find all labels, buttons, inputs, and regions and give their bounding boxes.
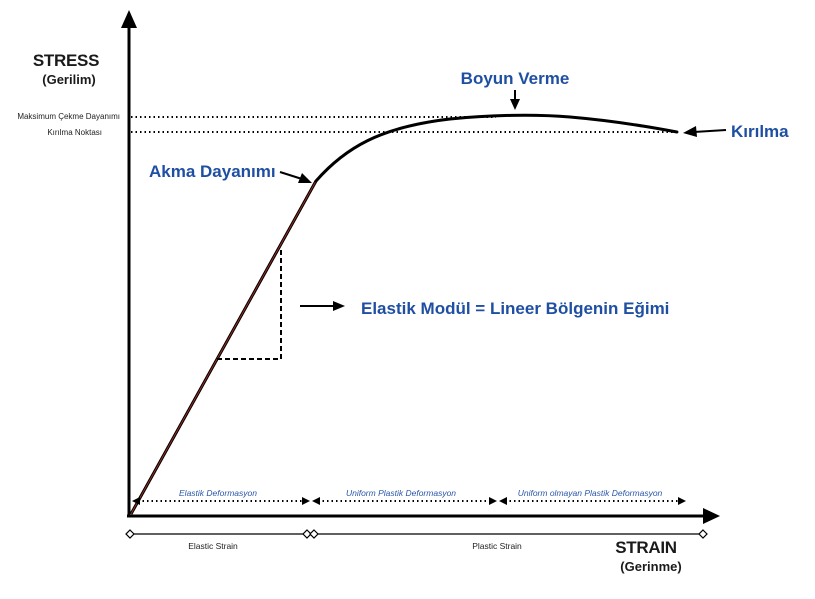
max-tensile-label: Maksimum Çekme Dayanımı <box>17 112 120 121</box>
plastic-region-curve <box>314 113 679 183</box>
y-axis-subtitle: (Gerilim) <box>42 72 95 87</box>
uniform-plastic-arrow-right <box>489 497 497 505</box>
elastic-deformation-label: Elastik Deformasyon <box>179 488 257 498</box>
uniform-plastic-label: Uniform Plastik Deformasyon <box>346 488 456 498</box>
elastic-modulus-arrowhead <box>333 301 345 311</box>
x-axis-arrowhead <box>703 508 720 524</box>
stress-strain-curve <box>129 113 679 515</box>
slope-triangle <box>217 249 282 360</box>
strain-ranges: Elastic Strain Plastic Strain <box>125 529 708 551</box>
y-axis-title: STRESS <box>33 51 99 70</box>
deformation-regions: Elastik Deformasyon Uniform Plastik Defo… <box>132 488 686 505</box>
plastic-strain-start-marker <box>309 529 319 539</box>
necking-arrowhead <box>510 99 520 110</box>
elastic-strain-label: Elastic Strain <box>188 541 238 551</box>
x-axis-subtitle: (Gerinme) <box>620 559 681 574</box>
fracture-point-label: Kırılma Noktası <box>47 128 102 137</box>
plastic-strain-label: Plastic Strain <box>472 541 522 551</box>
elastic-strain-end-marker <box>302 529 312 539</box>
nonuniform-plastic-arrow-left <box>499 497 507 505</box>
yield-arrow-line <box>279 171 303 180</box>
elastic-modulus-label: Elastik Modül = Lineer Bölgenin Eğimi <box>361 299 669 318</box>
elastic-deformation-arrow-right <box>302 497 310 505</box>
elastic-strain-start-marker <box>125 529 135 539</box>
y-axis-arrowhead <box>121 10 137 28</box>
x-axis-title: STRAIN <box>615 538 677 557</box>
plastic-strain-end-marker <box>698 529 708 539</box>
nonuniform-plastic-arrow-right <box>678 497 686 505</box>
necking-label: Boyun Verme <box>461 69 570 88</box>
fracture-arrow-line <box>693 129 727 133</box>
fracture-label: Kırılma <box>731 122 789 141</box>
elastic-deformation-arrow-left <box>132 497 140 505</box>
yield-strength-label: Akma Dayanımı <box>149 162 276 181</box>
fracture-arrowhead <box>683 126 697 137</box>
nonuniform-plastic-label: Uniform olmayan Plastik Deformasyon <box>518 488 663 498</box>
axes <box>121 10 720 524</box>
yield-arrowhead <box>298 173 312 183</box>
uniform-plastic-arrow-left <box>312 497 320 505</box>
linear-region-accent <box>130 180 317 515</box>
